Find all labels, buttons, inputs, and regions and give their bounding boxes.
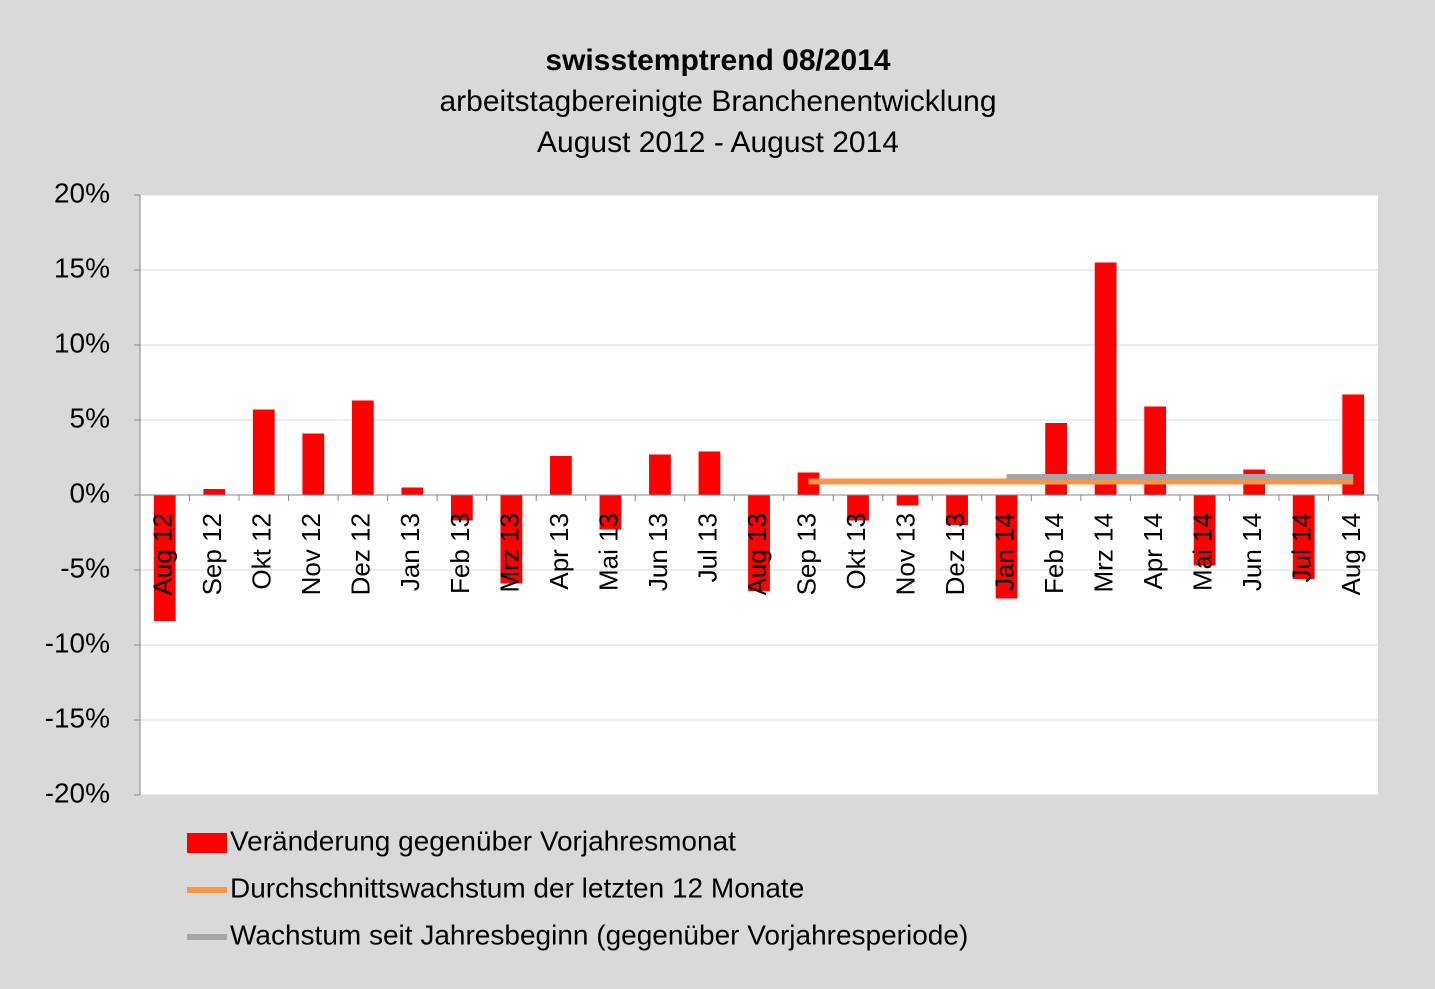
chart-title: swisstemptrend 08/2014	[545, 44, 890, 77]
x-tick-label: Mrz 14	[1089, 513, 1119, 592]
bar	[351, 400, 374, 495]
bar	[896, 495, 919, 506]
x-tick-label: Sep 13	[791, 513, 821, 595]
bar	[252, 409, 275, 495]
bar	[995, 495, 1018, 599]
bar	[847, 495, 869, 521]
bar	[450, 495, 473, 521]
x-tick-label: Okt 12	[247, 513, 277, 590]
bar	[649, 454, 671, 495]
x-tick-label: Mai 13	[593, 513, 623, 591]
x-tick-label: Okt 13	[841, 513, 871, 590]
legend-label: Durchschnittswachstum der letzten 12 Mon…	[230, 872, 804, 903]
legend-swatch	[187, 833, 227, 853]
chart-subtitle: August 2012 - August 2014	[537, 126, 899, 159]
y-tick-label: 0%	[70, 477, 110, 508]
x-tick-label: Nov 13	[890, 513, 920, 595]
y-tick-label: -5%	[60, 552, 110, 583]
bar	[203, 489, 226, 495]
bar	[1193, 495, 1216, 566]
bar	[401, 487, 424, 495]
bar	[698, 451, 721, 495]
bar	[153, 495, 176, 621]
bar	[1144, 406, 1167, 495]
y-tick-label: -10%	[45, 627, 110, 658]
legend-label: Wachstum seit Jahresbeginn (gegenüber Vo…	[230, 919, 968, 950]
y-tick-label: -20%	[45, 777, 110, 808]
x-tick-label: Aug 14	[1336, 513, 1366, 595]
x-tick-label: Apr 13	[544, 513, 574, 590]
x-tick-label: Dez 12	[346, 513, 376, 595]
y-tick-label: 20%	[54, 177, 110, 208]
x-tick-label: Jun 13	[643, 513, 673, 591]
bar	[1342, 394, 1365, 495]
x-tick-label: Jan 13	[395, 513, 425, 591]
bar	[1094, 262, 1117, 495]
x-tick-label: Apr 14	[1138, 513, 1168, 590]
x-tick-label: Sep 12	[197, 513, 227, 595]
bar	[946, 495, 968, 525]
bar	[599, 495, 622, 530]
bar	[550, 456, 572, 495]
x-tick-label: Aug 12	[148, 513, 178, 595]
bar	[302, 433, 325, 495]
x-tick-label: Jun 14	[1237, 513, 1267, 591]
legend-label: Veränderung gegenüber Vorjahresmonat	[230, 825, 736, 856]
x-tick-label: Jul 13	[692, 513, 722, 582]
x-tick-label: Mrz 13	[494, 513, 524, 592]
bar	[500, 495, 523, 584]
bar	[748, 495, 770, 591]
y-tick-label: 5%	[70, 402, 110, 433]
x-tick-label: Jan 14	[989, 513, 1019, 591]
bar	[1292, 495, 1315, 579]
y-tick-label: -15%	[45, 702, 110, 733]
x-tick-label: Feb 14	[1039, 513, 1069, 594]
y-tick-label: 15%	[54, 252, 110, 283]
x-tick-label: Nov 12	[296, 513, 326, 595]
chart-subtitle: arbeitstagbereinigte Branchenentwicklung	[439, 85, 996, 118]
x-tick-label: Jul 14	[1287, 513, 1317, 582]
x-tick-label: Feb 13	[445, 513, 475, 594]
x-tick-label: Aug 13	[742, 513, 772, 595]
x-tick-label: Dez 13	[940, 513, 970, 595]
x-tick-label: Mai 14	[1188, 513, 1218, 591]
y-tick-label: 10%	[54, 327, 110, 358]
